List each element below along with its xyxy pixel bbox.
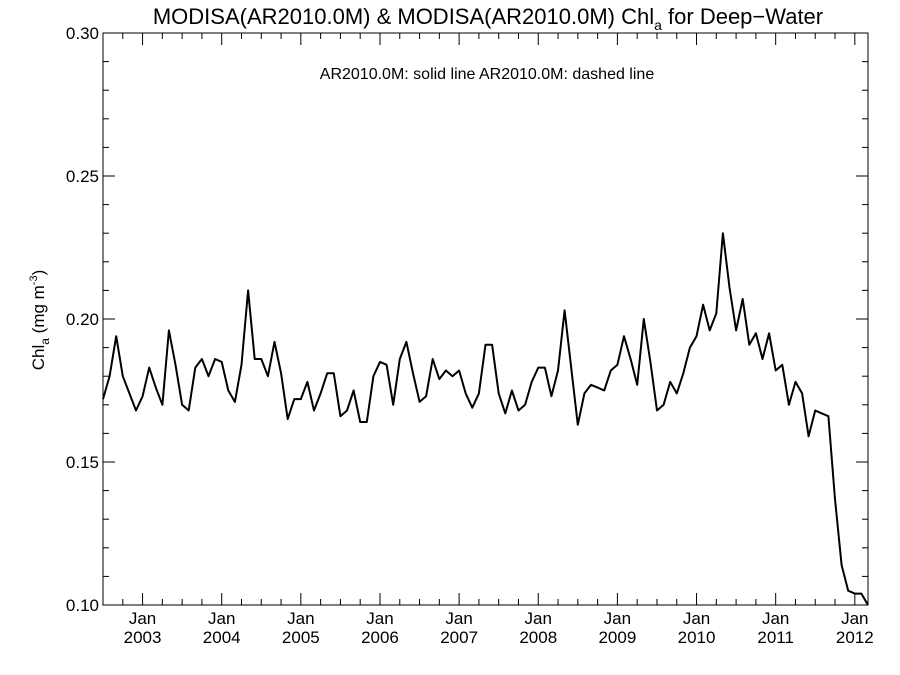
x-tick-label-year: 2010 (678, 628, 716, 647)
x-tick-label-month: Jan (208, 609, 235, 628)
y-axis-label-close: ) (29, 270, 48, 276)
y-axis-label-unit: (mg m (29, 285, 48, 338)
x-tick-label-month: Jan (129, 609, 156, 628)
x-tick-label-month: Jan (841, 609, 868, 628)
x-tick-label-year: 2004 (203, 628, 241, 647)
series-line-solid (102, 232, 869, 606)
legend-text: AR2010.0M: solid line AR2010.0M: dashed … (320, 66, 655, 83)
x-tick-label-month: Jan (287, 609, 314, 628)
x-tick-label-year: 2007 (440, 628, 478, 647)
x-tick-label-year: 2011 (757, 628, 794, 647)
y-axis-label: Chla (mg m-3) (28, 270, 52, 371)
x-tick-label-month: Jan (762, 609, 789, 628)
y-axis-label-sup: -3 (28, 275, 40, 285)
y-tick-label: 0.20 (66, 310, 99, 329)
plot-frame (102, 32, 869, 606)
x-tick-label-year: 2009 (598, 628, 636, 647)
y-tick-label: 0.15 (66, 453, 99, 472)
x-tick-label-year: 2003 (124, 628, 162, 647)
x-tick-label-year: 2006 (361, 628, 399, 647)
x-tick-label-month: Jan (604, 609, 631, 628)
x-tick-label-year: 2005 (282, 628, 320, 647)
chart-title: MODISA(AR2010.0M) & MODISA(AR2010.0M) Ch… (153, 4, 823, 33)
x-tick-label-month: Jan (366, 609, 393, 628)
chart-title-tail: for Deep−Water (662, 4, 823, 29)
series-group (102, 232, 869, 606)
y-tick-label: 0.25 (66, 167, 99, 186)
y-tick-label: 0.10 (66, 596, 99, 615)
x-tick-label-month: Jan (445, 609, 472, 628)
y-axis-label-sub: a (38, 338, 52, 345)
axes: 0.100.150.200.250.30Jan2003Jan2004Jan200… (66, 24, 874, 647)
chart-title-main: MODISA(AR2010.0M) & MODISA(AR2010.0M) Ch… (153, 4, 654, 29)
x-tick-label-year: 2008 (519, 628, 557, 647)
chart-title-sub: a (654, 17, 662, 33)
x-tick-label-year: 2012 (836, 628, 874, 647)
y-tick-label: 0.30 (66, 24, 99, 43)
x-tick-label-month: Jan (683, 609, 710, 628)
x-tick-label-month: Jan (525, 609, 552, 628)
y-axis-label-main: Chl (29, 345, 48, 371)
